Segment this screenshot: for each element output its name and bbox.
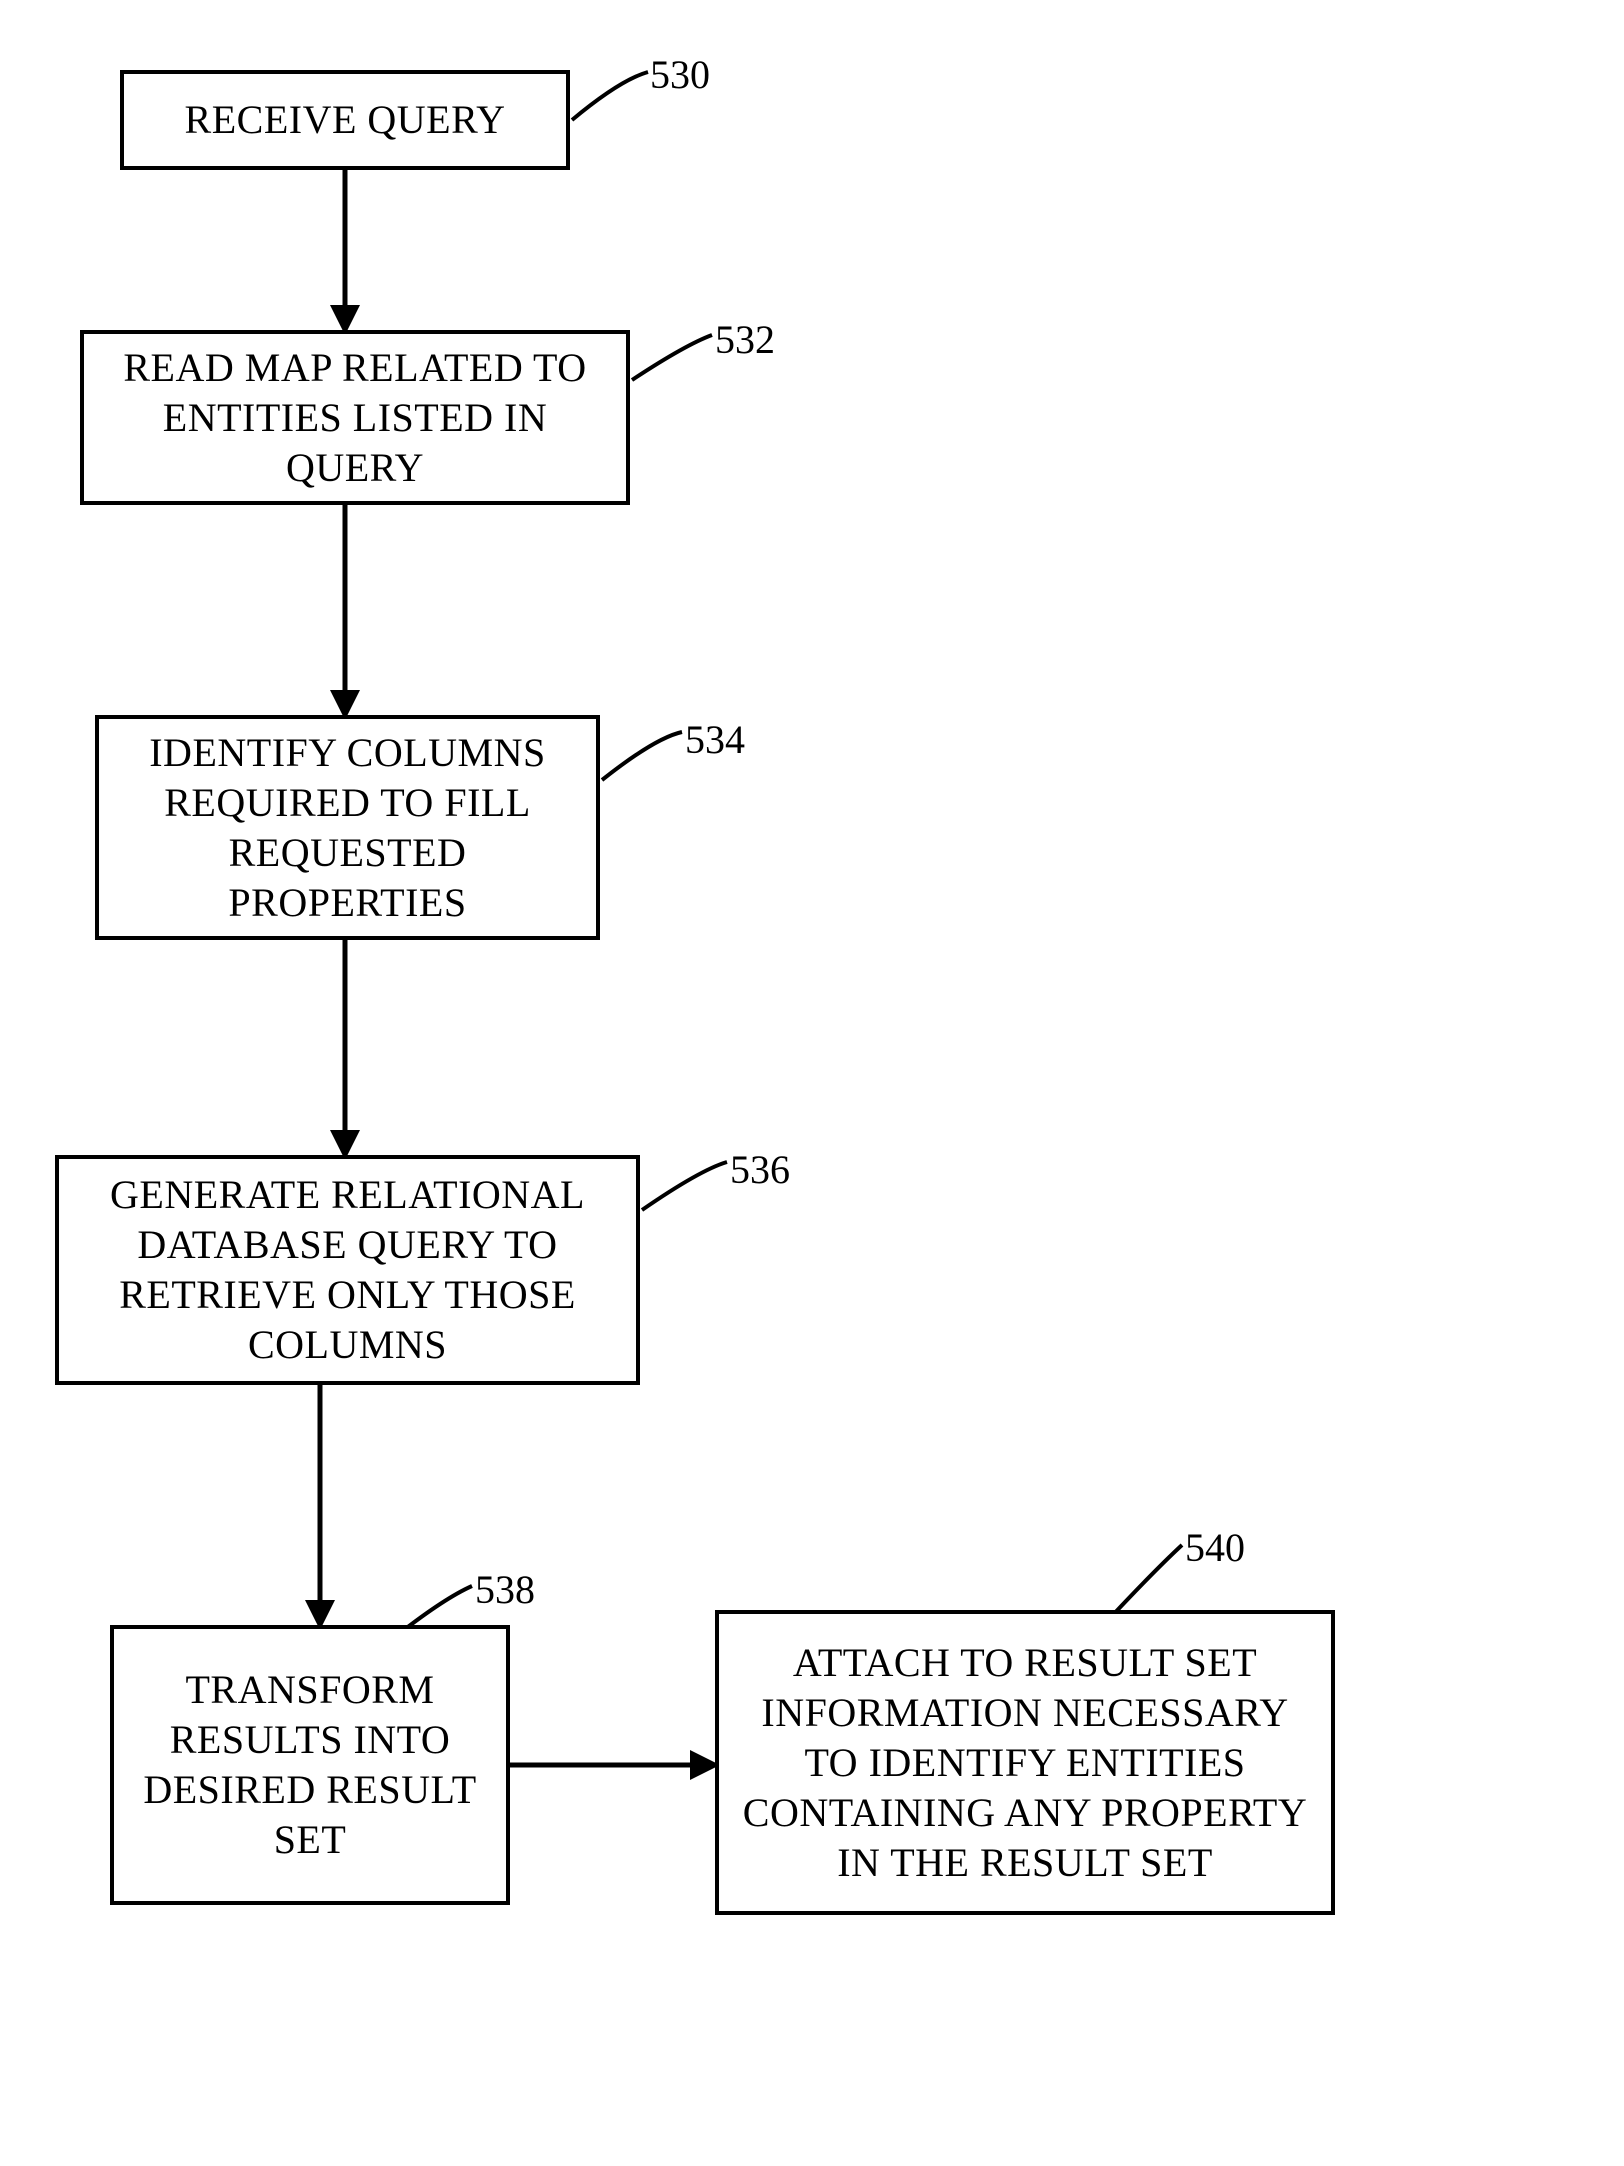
flow-step: TRANSFORM RESULTS INTO DESIRED RESULT SE… (110, 1625, 510, 1905)
reference-number: 534 (685, 720, 745, 760)
reference-number: 538 (475, 1570, 535, 1610)
flow-step-label: READ MAP RELATED TO ENTITIES LISTED IN Q… (84, 335, 626, 501)
reference-number: 532 (715, 320, 775, 360)
reference-leader (1110, 1545, 1182, 1618)
flowchart-stage: RECEIVE QUERY 530 READ MAP RELATED TO ENTI… (0, 0, 1624, 2166)
reference-number: 536 (730, 1150, 790, 1190)
reference-leader (602, 732, 682, 780)
flow-step: IDENTIFY COLUMNS REQUIRED TO FILL REQUES… (95, 715, 600, 940)
flow-step: READ MAP RELATED TO ENTITIES LISTED IN Q… (80, 330, 630, 505)
reference-number: 540 (1185, 1528, 1245, 1568)
flow-step: GENERATE RELATIONAL DATABASE QUERY TO RE… (55, 1155, 640, 1385)
flow-step-label: RECEIVE QUERY (169, 87, 522, 153)
reference-leader (572, 72, 648, 120)
flow-step: ATTACH TO RESULT SET INFORMATION NECESSA… (715, 1610, 1335, 1915)
reference-number: 530 (650, 55, 710, 95)
reference-leader (632, 335, 712, 380)
flow-step-label: ATTACH TO RESULT SET INFORMATION NECESSA… (719, 1630, 1331, 1896)
flow-step: RECEIVE QUERY (120, 70, 570, 170)
flow-step-label: TRANSFORM RESULTS INTO DESIRED RESULT SE… (114, 1657, 506, 1873)
flow-step-label: IDENTIFY COLUMNS REQUIRED TO FILL REQUES… (99, 720, 596, 936)
flow-step-label: GENERATE RELATIONAL DATABASE QUERY TO RE… (59, 1162, 636, 1378)
reference-leader (642, 1162, 727, 1210)
